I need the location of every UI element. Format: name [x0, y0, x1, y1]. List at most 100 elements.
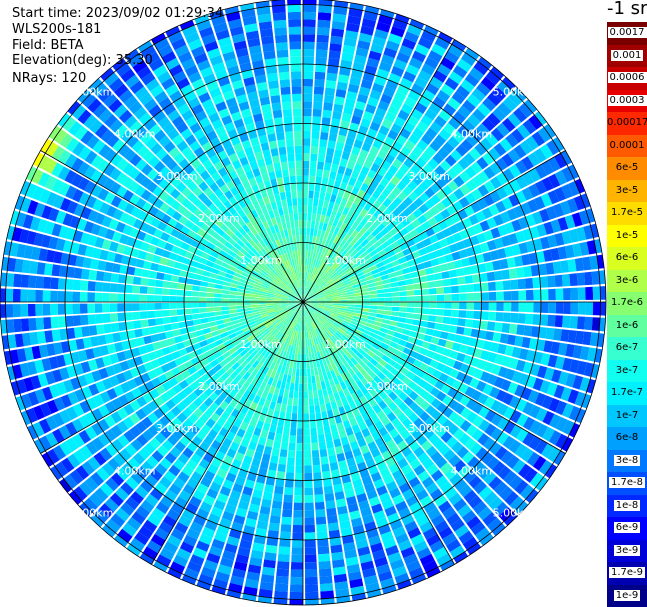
- range-gate-cell: [303, 19, 316, 28]
- range-gate-cell: [353, 139, 364, 149]
- range-gate-cell: [261, 284, 269, 289]
- range-gate-cell: [97, 159, 110, 173]
- range-gate-cell: [442, 506, 456, 520]
- range-gate-cell: [185, 502, 199, 515]
- range-gate-cell: [382, 338, 392, 346]
- range-gate-cell: [153, 64, 168, 78]
- range-gate-cell: [171, 350, 181, 360]
- range-gate-cell: [229, 290, 237, 295]
- colorbar-label: 3e-8: [607, 449, 647, 472]
- range-gate-cell: [369, 358, 379, 367]
- range-gate-cell: [517, 313, 526, 324]
- range-gate-cell: [307, 323, 311, 332]
- range-gate-cell: [435, 345, 445, 355]
- range-gate-cell: [166, 159, 178, 171]
- range-gate-cell: [260, 574, 275, 584]
- range-gate-cell: [260, 28, 274, 38]
- range-gate-cell: [323, 311, 331, 316]
- range-gate-cell: [343, 420, 351, 429]
- range-gate-cell: [305, 309, 308, 317]
- range-gate-cell: [217, 167, 228, 178]
- colorbar-label: 1.7e-5: [607, 202, 647, 225]
- range-gate-cell: [303, 279, 306, 288]
- range-gate-cell: [243, 586, 258, 596]
- range-gate-cell: [303, 41, 315, 50]
- range-gate-cell: [295, 227, 299, 236]
- range-gate-cell: [465, 284, 474, 293]
- range-gate-cell: [409, 501, 422, 514]
- colorbar-label: 1.7e-8: [607, 472, 647, 495]
- range-gate-cell: [264, 320, 272, 327]
- range-ring-label: 3.00km: [408, 170, 450, 183]
- range-gate-cell: [273, 355, 279, 364]
- range-gate-cell: [429, 121, 443, 134]
- range-gate-cell: [132, 311, 141, 320]
- range-gate-cell: [140, 480, 154, 493]
- range-gate-cell: [416, 514, 430, 527]
- range-gate-cell: [291, 258, 295, 267]
- range-gate-cell: [301, 287, 303, 295]
- range-gate-cell: [365, 582, 380, 593]
- range-gate-cell: [433, 546, 448, 560]
- range-gate-cell: [403, 407, 414, 418]
- range-gate-cell: [330, 286, 338, 292]
- range-gate-cell: [421, 295, 430, 302]
- range-gate-cell: [368, 312, 377, 317]
- range-gate-cell: [282, 308, 290, 313]
- range-gate-cell: [312, 235, 317, 244]
- range-gate-cell: [253, 352, 261, 360]
- range-gate-cell: [147, 286, 155, 295]
- range-gate-cell: [174, 441, 186, 453]
- range-gate-cell: [333, 179, 342, 189]
- range-gate-cell: [479, 320, 488, 330]
- range-gate-cell: [123, 95, 138, 109]
- range-gate-cell: [458, 530, 474, 545]
- range-gate-cell: [209, 382, 219, 392]
- range-gate-cell: [179, 327, 189, 335]
- range-gate-cell: [322, 349, 328, 358]
- range-gate-cell: [531, 131, 546, 147]
- range-gate-cell: [57, 113, 71, 128]
- range-gate-cell: [285, 277, 291, 284]
- range-gate-cell: [285, 287, 292, 293]
- range-gate-cell: [248, 323, 257, 329]
- range-gate-cell: [288, 313, 294, 320]
- range-gate-cell: [344, 450, 354, 460]
- range-gate-cell: [382, 584, 397, 595]
- range-gate-cell: [219, 184, 230, 194]
- range-gate-cell: [239, 62, 252, 73]
- range-gate-cell: [250, 52, 263, 62]
- range-gate-cell: [321, 285, 329, 291]
- range-gate-cell: [146, 540, 162, 554]
- range-gate-cell: [154, 463, 168, 476]
- range-gate-cell: [146, 455, 159, 468]
- range-gate-cell: [296, 361, 300, 369]
- range-gate-cell: [429, 140, 442, 152]
- range-gate-cell: [409, 440, 420, 452]
- range-gate-cell: [259, 310, 268, 314]
- colorbar-label: 6e-9: [607, 517, 647, 540]
- range-gate-cell: [255, 404, 263, 414]
- range-gate-cell: [203, 470, 216, 481]
- range-gate-cell: [252, 167, 261, 177]
- range-gate-cell: [247, 153, 256, 164]
- range-gate-cell: [266, 292, 275, 296]
- range-gate-cell: [266, 296, 274, 299]
- range-gate-cell: [339, 181, 348, 191]
- range-gate-cell: [303, 309, 306, 317]
- range-gate-cell: [346, 22, 360, 33]
- range-gate-cell: [448, 44, 464, 58]
- range-gate-cell: [327, 522, 340, 532]
- range-gate-cell: [19, 362, 30, 378]
- range-gate-cell: [113, 453, 127, 467]
- range-gate-cell: [391, 291, 400, 297]
- range-gate-cell: [361, 475, 373, 486]
- range-gate-cell: [287, 228, 292, 237]
- range-gate-cell: [333, 438, 342, 448]
- range-gate-cell: [415, 241, 425, 250]
- range-gate-cell: [132, 59, 148, 74]
- range-gate-cell: [211, 585, 226, 595]
- range-gate-cell: [329, 43, 342, 52]
- range-gate-cell: [507, 382, 519, 395]
- range-gate-cell: [343, 215, 351, 225]
